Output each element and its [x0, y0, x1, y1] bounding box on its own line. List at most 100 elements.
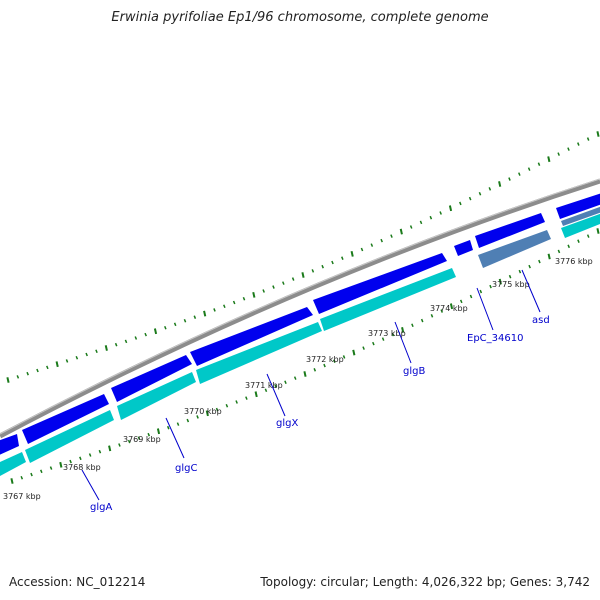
minor-tick [147, 432, 151, 437]
minor-tick [40, 469, 43, 474]
feature-arrow [190, 307, 313, 366]
major-tick [10, 478, 14, 484]
feature-arrow [25, 410, 114, 463]
minor-tick [488, 187, 492, 191]
minor-tick [114, 342, 118, 347]
feature-arrow [111, 355, 192, 402]
minor-tick [164, 325, 167, 330]
minor-tick [567, 147, 570, 151]
minor-tick [439, 211, 442, 215]
minor-tick [459, 201, 462, 206]
minor-tick [272, 285, 275, 289]
major-tick [6, 377, 10, 383]
minor-tick [586, 137, 590, 141]
major-tick [153, 328, 158, 335]
minor-tick [331, 260, 334, 265]
feature-arrow [478, 230, 551, 268]
major-tick [203, 310, 207, 317]
minor-tick [284, 380, 287, 385]
leader-line [521, 269, 541, 313]
major-tick [104, 345, 108, 351]
minor-tick [274, 384, 277, 389]
major-tick [303, 371, 307, 377]
minor-tick [242, 296, 246, 301]
forward-features [0, 193, 600, 455]
minor-tick [321, 264, 324, 269]
minor-tick [518, 269, 522, 274]
minor-tick [429, 215, 433, 220]
kbp-label: 3775 kbp [492, 280, 530, 289]
minor-tick [213, 308, 216, 312]
major-tick [547, 253, 551, 260]
minor-tick [88, 453, 92, 457]
minor-tick [538, 259, 541, 264]
major-tick [547, 156, 551, 163]
major-tick [55, 361, 59, 368]
minor-tick [186, 418, 190, 423]
major-tick [498, 181, 502, 187]
feature-arrow [196, 322, 322, 384]
minor-tick [528, 264, 531, 269]
major-tick [205, 410, 209, 417]
minor-tick [362, 346, 365, 350]
feature-arrow [22, 394, 109, 444]
gene-leaders [81, 269, 541, 501]
major-tick [108, 445, 112, 452]
minor-tick [508, 177, 511, 181]
minor-tick [557, 152, 560, 156]
genome-summary: Topology: circular; Length: 4,026,322 bp… [260, 575, 590, 589]
leader-line [81, 469, 100, 501]
minor-tick [36, 368, 39, 373]
major-tick [498, 278, 502, 285]
minor-tick [134, 336, 138, 340]
minor-tick [518, 172, 521, 176]
gene-label-asd: asd [532, 315, 550, 326]
minor-tick [567, 244, 570, 249]
kbp-labels: 3767 kbp 3768 kbp 3769 kbp 3770 kbp 3771… [3, 257, 593, 501]
gene-label-glgC: glgC [175, 463, 197, 474]
minor-tick [420, 318, 424, 323]
minor-tick [225, 403, 229, 408]
kbp-label: 3774 kbp [430, 304, 468, 313]
minor-tick [430, 314, 434, 318]
major-tick [352, 349, 356, 356]
leader-line [165, 417, 185, 459]
major-tick [448, 205, 453, 212]
feature-arrow [117, 372, 196, 420]
major-tick [252, 291, 256, 298]
feature-arrow [0, 434, 19, 455]
accession-label: Accession: NC_012214 [9, 575, 146, 589]
minor-tick [262, 289, 265, 293]
major-tick [350, 250, 354, 257]
feature-arrow [561, 206, 600, 226]
minor-tick [124, 339, 128, 344]
kbp-label: 3770 kbp [184, 407, 222, 416]
feature-arrow [0, 452, 26, 476]
major-tick [156, 428, 161, 435]
minor-tick [176, 422, 180, 426]
minor-tick [118, 443, 121, 447]
minor-tick [79, 456, 82, 461]
major-tick [401, 327, 405, 333]
kbp-label: 3769 kbp [123, 435, 161, 444]
gene-label-glgA: glgA [90, 502, 112, 513]
minor-tick [95, 349, 98, 354]
minor-tick [360, 247, 364, 252]
minor-tick [196, 415, 199, 419]
minor-tick [468, 196, 472, 201]
minor-tick [137, 436, 141, 440]
gene-label-EpC_34610: EpC_34610 [467, 333, 523, 344]
kbp-label: 3772 kbp [306, 355, 344, 364]
minor-tick [282, 281, 285, 285]
minor-tick [69, 459, 72, 464]
inner-tick-ring [10, 228, 600, 484]
major-tick [59, 461, 63, 468]
minor-tick [20, 475, 24, 480]
gene-labels: glgA glgC glgX glgB EpC_34610 asd [90, 315, 550, 513]
reverse-features [0, 206, 600, 476]
minor-tick [489, 284, 492, 289]
minor-tick [173, 322, 177, 327]
major-tick [449, 303, 454, 310]
minor-tick [65, 359, 69, 363]
minor-tick [215, 407, 219, 412]
